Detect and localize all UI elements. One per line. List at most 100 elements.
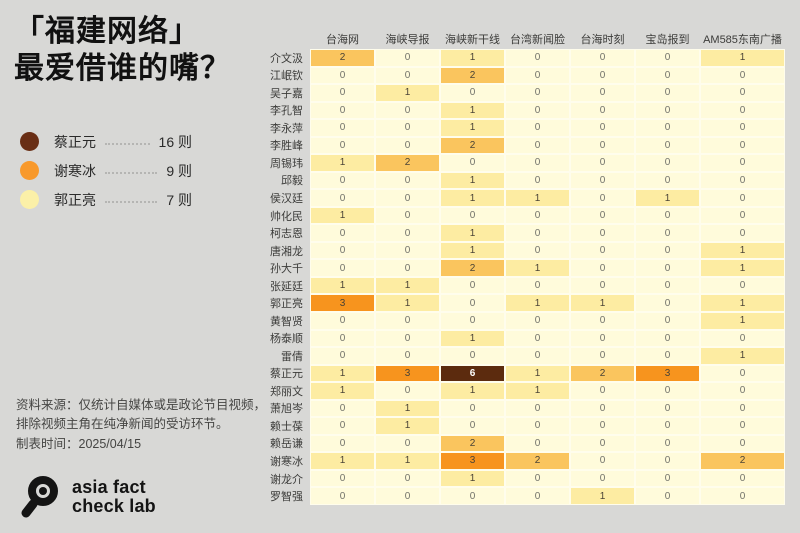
heatmap-cell-value: 1 xyxy=(376,277,439,294)
heatmap-cell-value: 0 xyxy=(441,207,504,224)
heatmap-cell: 1 xyxy=(375,277,440,295)
heatmap-cell-value: 1 xyxy=(376,295,439,311)
heatmap-cell-value: 2 xyxy=(311,50,374,66)
heatmap-cell: 0 xyxy=(310,189,375,207)
heatmap-cell-value: 0 xyxy=(636,418,699,434)
heatmap-cell: 0 xyxy=(310,172,375,190)
heatmap-cell: 0 xyxy=(570,137,635,155)
heatmap-cell: 0 xyxy=(375,67,440,85)
heatmap-cell-value: 0 xyxy=(571,453,634,469)
heatmap-cell-value: 0 xyxy=(701,155,784,171)
heatmap-cell: 0 xyxy=(505,242,570,260)
row-label: 谢龙介 xyxy=(270,473,303,486)
corner-spacer xyxy=(270,30,310,49)
heatmap-cell-value: 0 xyxy=(636,225,699,241)
column-header: 台海时刻 xyxy=(580,34,625,46)
heatmap-cell: 1 xyxy=(375,452,440,470)
heatmap-cell-value: 0 xyxy=(506,207,569,224)
row-label: 罗智强 xyxy=(270,491,303,504)
heatmap-cell-value: 0 xyxy=(636,312,699,329)
heatmap-cell: 1 xyxy=(700,294,785,312)
heatmap-cell-value: 0 xyxy=(376,260,439,276)
heatmap-cell-value: 0 xyxy=(701,120,784,136)
heatmap-cell: 0 xyxy=(375,172,440,190)
heatmap-cell-value: 0 xyxy=(701,225,784,241)
heatmap-cell-value: 0 xyxy=(636,85,699,101)
date-line: 制表时间：2025/04/15 xyxy=(16,436,142,451)
heatmap-cell: 0 xyxy=(700,487,785,505)
heatmap-cell: 2 xyxy=(570,365,635,383)
heatmap-cell: 0 xyxy=(375,49,440,67)
heatmap-cell: 0 xyxy=(505,330,570,348)
row-label: 蔡正元 xyxy=(270,368,303,381)
heatmap-cell: 0 xyxy=(700,365,785,383)
heatmap-cell: 0 xyxy=(505,435,570,453)
heatmap-cell-value: 0 xyxy=(571,172,634,189)
heatmap-cell: 2 xyxy=(440,137,505,155)
heatmap-cell-value: 0 xyxy=(571,190,634,206)
heatmap-cell-value: 0 xyxy=(636,207,699,224)
heatmap-cell: 0 xyxy=(440,84,505,102)
heatmap-cell: 0 xyxy=(505,67,570,85)
logo-text-line2: check lab xyxy=(72,496,156,516)
heatmap-cell-value: 0 xyxy=(376,172,439,189)
heatmap-cell: 0 xyxy=(375,137,440,155)
heatmap-cell: 0 xyxy=(700,172,785,190)
heatmap-cell-value: 0 xyxy=(376,488,439,504)
row-label: 谢寒冰 xyxy=(270,455,303,468)
heatmap-cell-value: 0 xyxy=(376,225,439,241)
heatmap-cell-value: 0 xyxy=(506,67,569,84)
heatmap-cell: 0 xyxy=(375,224,440,242)
heatmap-cell-value: 0 xyxy=(376,190,439,206)
heatmap-cell-value: 0 xyxy=(506,312,569,329)
heatmap-cell-value: 0 xyxy=(376,330,439,347)
heatmap-cell-value: 0 xyxy=(441,295,504,311)
heatmap-cell: 0 xyxy=(440,312,505,330)
heatmap-cell: 0 xyxy=(570,242,635,260)
heatmap-cell-value: 0 xyxy=(311,418,374,434)
heatmap-cell: 1 xyxy=(310,154,375,172)
heatmap-cell-value: 0 xyxy=(311,260,374,276)
heatmap-cell: 0 xyxy=(570,330,635,348)
heatmap-cell: 0 xyxy=(700,400,785,418)
row-label: 李孔智 xyxy=(270,105,303,118)
heatmap-cell: 0 xyxy=(310,487,375,505)
heatmap-cell-value: 0 xyxy=(311,120,374,136)
heatmap-cell: 0 xyxy=(700,154,785,172)
row-label: 赖士葆 xyxy=(270,420,303,433)
heatmap-cell-value: 0 xyxy=(506,50,569,66)
source-line2: 排除视频主角在纯净新闻的受访环节。 xyxy=(16,417,229,432)
legend-item: 谢寒冰 9 则 xyxy=(20,156,192,185)
heatmap-cell-value: 0 xyxy=(571,260,634,276)
heatmap-cell: 0 xyxy=(570,312,635,330)
heatmap-cell-value: 1 xyxy=(571,488,634,504)
heatmap-cell-value: 0 xyxy=(506,488,569,504)
heatmap-cell-value: 0 xyxy=(636,488,699,504)
row-label: 柯志恩 xyxy=(270,228,303,241)
heatmap-cell: 1 xyxy=(440,224,505,242)
heatmap-cell-value: 3 xyxy=(636,365,699,382)
heatmap-cell: 0 xyxy=(505,277,570,295)
heatmap-cell-value: 0 xyxy=(636,453,699,469)
heatmap-cell: 0 xyxy=(570,347,635,365)
heatmap-cell-value: 0 xyxy=(571,348,634,364)
heatmap-cell-value: 0 xyxy=(701,330,784,347)
heatmap-cell: 0 xyxy=(700,119,785,137)
heatmap-cell: 0 xyxy=(375,330,440,348)
heatmap-cell: 0 xyxy=(700,67,785,85)
heatmap-cell-value: 0 xyxy=(506,102,569,119)
heatmap-cell: 1 xyxy=(310,277,375,295)
heatmap-cell: 0 xyxy=(635,435,700,453)
heatmap-cell-value: 0 xyxy=(441,155,504,171)
heatmap-cell: 1 xyxy=(700,347,785,365)
heatmap-cell: 0 xyxy=(700,207,785,225)
heatmap-cell-value: 0 xyxy=(571,330,634,347)
heatmap-cell-value: 0 xyxy=(441,277,504,294)
row-label: 萧旭岑 xyxy=(270,403,303,416)
heatmap-cell: 1 xyxy=(310,207,375,225)
heatmap-cell: 0 xyxy=(635,67,700,85)
heatmap-cell: 0 xyxy=(310,312,375,330)
heatmap-cell: 2 xyxy=(440,435,505,453)
heatmap-cell: 0 xyxy=(700,137,785,155)
heatmap-cell: 0 xyxy=(375,435,440,453)
